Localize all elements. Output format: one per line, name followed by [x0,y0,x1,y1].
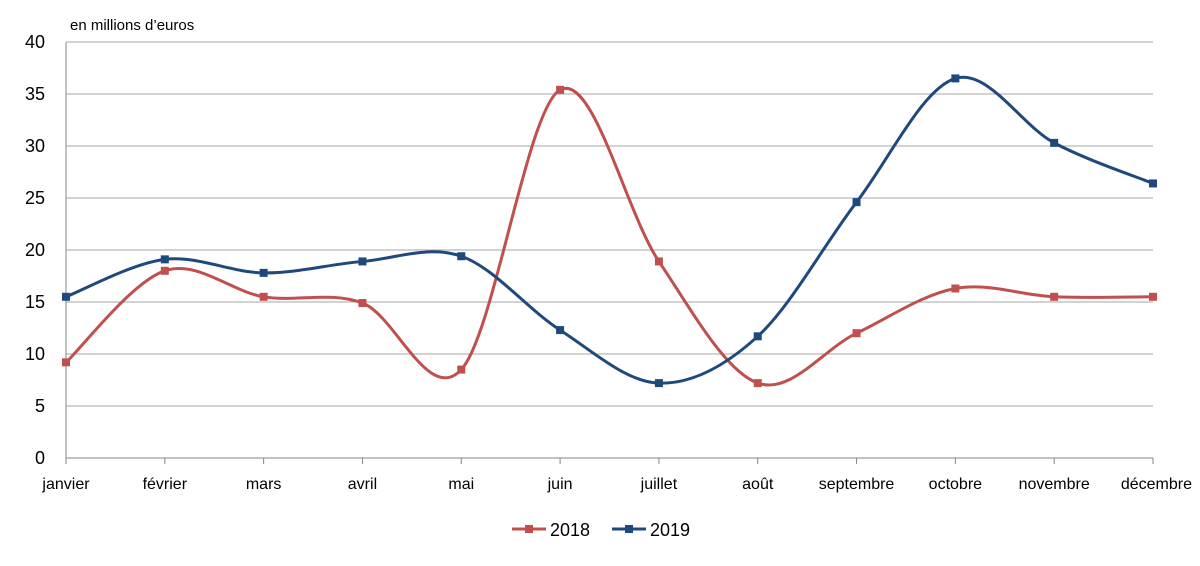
y-tick-label: 35 [25,84,45,104]
data-point-2018 [556,85,565,94]
y-tick-labels: 0 5 10 15 20 25 30 35 40 [25,32,45,468]
data-point-2018 [654,257,663,266]
x-tick-label: mars [246,476,282,493]
legend-item-2018: 2018 [512,520,590,540]
data-point-2019 [160,255,169,264]
legend: 2018 2019 [512,520,690,540]
data-point-2019 [62,292,70,301]
data-point-2019 [951,74,960,83]
data-point-2018 [1149,292,1157,301]
data-point-2019 [654,379,663,388]
x-tick-label: septembre [819,476,895,493]
y-tick-label: 30 [25,136,45,156]
data-point-2018 [62,358,70,367]
x-tick-label: novembre [1019,476,1090,493]
x-tick-label: octobre [929,476,982,493]
y-unit-label: en millions d’euros [70,17,194,34]
y-tick-label: 10 [25,344,45,364]
series-markers [62,74,1157,388]
data-point-2018 [259,292,268,301]
data-point-2019 [358,257,367,266]
y-tick-label: 0 [35,448,45,468]
series-line-2018 [64,86,1155,387]
legend-swatch-marker-2018 [525,525,533,533]
legend-label-2018: 2018 [550,520,590,540]
gridlines [66,41,1153,407]
x-tick-label: mai [448,476,474,493]
x-tick-labels: janvier février mars avril mai juin juillet aoû… [41,476,1192,493]
legend-label-2019: 2019 [650,520,690,540]
data-point-2019 [1149,179,1157,188]
data-point-2018 [358,299,367,308]
x-tick-label: décembre [1121,476,1192,493]
x-tick-label: janvier [41,476,90,493]
y-tick-label: 20 [25,240,45,260]
data-point-2018 [852,329,861,338]
x-tick-label: juillet [640,476,678,493]
x-tick-label: février [143,476,188,493]
legend-swatch-marker-2019 [625,525,633,533]
series-line-2019 [64,75,1155,385]
data-point-2018 [753,379,762,388]
data-point-2019 [852,198,861,207]
x-tick-label: juin [547,476,573,493]
series-lines [64,75,1155,387]
data-point-2019 [457,252,466,261]
data-point-2018 [160,266,169,275]
x-tick-label: avril [348,476,377,493]
data-point-2019 [556,326,565,335]
data-point-2019 [1050,138,1059,147]
legend-item-2019: 2019 [612,520,690,540]
axes [65,42,1154,464]
y-tick-label: 15 [25,292,45,312]
data-point-2019 [259,268,268,277]
data-point-2018 [951,284,960,293]
data-point-2018 [1050,292,1059,301]
y-tick-label: 40 [25,32,45,52]
y-tick-label: 5 [35,396,45,416]
x-tick-label: août [742,476,774,493]
y-tick-label: 25 [25,188,45,208]
data-point-2018 [457,365,466,374]
data-point-2019 [753,332,762,341]
